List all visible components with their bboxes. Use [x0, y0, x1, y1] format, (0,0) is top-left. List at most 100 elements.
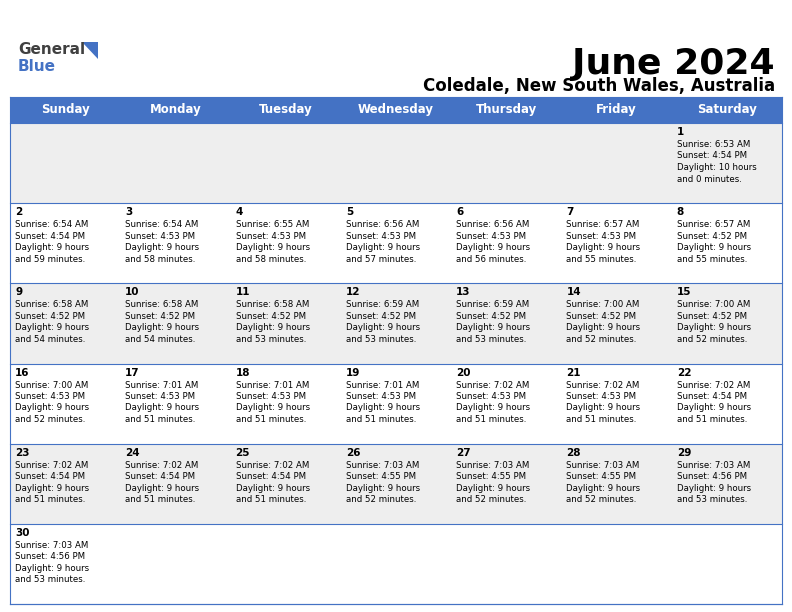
Text: Daylight: 9 hours: Daylight: 9 hours: [125, 323, 200, 332]
Bar: [230, 123, 341, 203]
Text: and 52 minutes.: and 52 minutes.: [676, 335, 747, 344]
Bar: [672, 283, 782, 364]
Text: Daylight: 9 hours: Daylight: 9 hours: [125, 403, 200, 412]
Text: 18: 18: [235, 367, 250, 378]
Text: Sunset: 4:56 PM: Sunset: 4:56 PM: [676, 472, 747, 481]
Text: Daylight: 9 hours: Daylight: 9 hours: [346, 323, 420, 332]
Text: Daylight: 9 hours: Daylight: 9 hours: [346, 483, 420, 493]
Bar: [341, 283, 451, 364]
Text: Coledale, New South Wales, Australia: Coledale, New South Wales, Australia: [423, 77, 775, 95]
Bar: [230, 444, 341, 524]
Bar: [451, 524, 562, 604]
Bar: [562, 444, 672, 524]
Text: 6: 6: [456, 207, 463, 217]
Text: Sunset: 4:54 PM: Sunset: 4:54 PM: [676, 152, 747, 160]
Bar: [10, 283, 120, 364]
Text: Daylight: 9 hours: Daylight: 9 hours: [235, 483, 310, 493]
Text: Sunrise: 7:02 AM: Sunrise: 7:02 AM: [676, 381, 750, 389]
Text: and 55 minutes.: and 55 minutes.: [566, 255, 637, 264]
Text: and 53 minutes.: and 53 minutes.: [456, 335, 527, 344]
Bar: [341, 444, 451, 524]
Text: Daylight: 9 hours: Daylight: 9 hours: [15, 243, 89, 252]
Text: Sunset: 4:52 PM: Sunset: 4:52 PM: [15, 312, 85, 321]
Text: Sunrise: 6:56 AM: Sunrise: 6:56 AM: [346, 220, 419, 229]
Text: Daylight: 9 hours: Daylight: 9 hours: [125, 243, 200, 252]
Bar: [10, 524, 120, 604]
Bar: [451, 364, 562, 444]
Text: Sunrise: 7:01 AM: Sunrise: 7:01 AM: [235, 381, 309, 389]
Bar: [230, 524, 341, 604]
Text: and 52 minutes.: and 52 minutes.: [456, 495, 527, 504]
Text: and 53 minutes.: and 53 minutes.: [676, 495, 747, 504]
Bar: [451, 123, 562, 203]
Text: Sunset: 4:52 PM: Sunset: 4:52 PM: [566, 312, 637, 321]
Text: Daylight: 9 hours: Daylight: 9 hours: [566, 243, 641, 252]
Text: Daylight: 10 hours: Daylight: 10 hours: [676, 163, 756, 172]
Bar: [562, 203, 672, 283]
Text: Sunrise: 6:53 AM: Sunrise: 6:53 AM: [676, 140, 750, 149]
Text: and 56 minutes.: and 56 minutes.: [456, 255, 527, 264]
Text: Sunset: 4:56 PM: Sunset: 4:56 PM: [15, 553, 85, 561]
Text: Sunset: 4:53 PM: Sunset: 4:53 PM: [346, 232, 416, 241]
Text: 27: 27: [456, 447, 470, 458]
Text: Daylight: 9 hours: Daylight: 9 hours: [566, 323, 641, 332]
Text: 12: 12: [346, 287, 360, 297]
Text: Daylight: 9 hours: Daylight: 9 hours: [676, 483, 751, 493]
Text: Daylight: 9 hours: Daylight: 9 hours: [676, 403, 751, 412]
Text: Sunset: 4:52 PM: Sunset: 4:52 PM: [235, 312, 306, 321]
Text: 21: 21: [566, 367, 581, 378]
Text: and 59 minutes.: and 59 minutes.: [15, 255, 86, 264]
Text: 1: 1: [676, 127, 684, 137]
Text: Tuesday: Tuesday: [259, 103, 313, 116]
Bar: [230, 203, 341, 283]
Text: Sunset: 4:55 PM: Sunset: 4:55 PM: [346, 472, 416, 481]
Bar: [10, 123, 120, 203]
Bar: [672, 123, 782, 203]
Text: Daylight: 9 hours: Daylight: 9 hours: [456, 403, 531, 412]
Text: 4: 4: [235, 207, 243, 217]
Text: Sunrise: 6:59 AM: Sunrise: 6:59 AM: [346, 300, 419, 309]
Text: and 53 minutes.: and 53 minutes.: [346, 335, 417, 344]
Text: Sunset: 4:52 PM: Sunset: 4:52 PM: [346, 312, 416, 321]
Text: and 54 minutes.: and 54 minutes.: [15, 335, 86, 344]
Bar: [120, 203, 230, 283]
Text: Daylight: 9 hours: Daylight: 9 hours: [235, 323, 310, 332]
Text: Sunrise: 6:59 AM: Sunrise: 6:59 AM: [456, 300, 529, 309]
Text: 28: 28: [566, 447, 581, 458]
Text: Sunrise: 6:58 AM: Sunrise: 6:58 AM: [15, 300, 89, 309]
Text: 14: 14: [566, 287, 581, 297]
Text: Sunset: 4:52 PM: Sunset: 4:52 PM: [456, 312, 526, 321]
Bar: [562, 123, 672, 203]
Bar: [672, 203, 782, 283]
Text: Daylight: 9 hours: Daylight: 9 hours: [456, 243, 531, 252]
Text: and 52 minutes.: and 52 minutes.: [566, 495, 637, 504]
Bar: [672, 364, 782, 444]
Text: 24: 24: [125, 447, 140, 458]
Text: Sunset: 4:53 PM: Sunset: 4:53 PM: [125, 392, 196, 401]
Text: Sunset: 4:53 PM: Sunset: 4:53 PM: [456, 232, 526, 241]
Text: Daylight: 9 hours: Daylight: 9 hours: [566, 403, 641, 412]
Text: 17: 17: [125, 367, 140, 378]
Text: 10: 10: [125, 287, 139, 297]
Text: 3: 3: [125, 207, 132, 217]
Text: Sunrise: 6:57 AM: Sunrise: 6:57 AM: [676, 220, 750, 229]
Text: 2: 2: [15, 207, 22, 217]
Text: Sunrise: 6:54 AM: Sunrise: 6:54 AM: [15, 220, 89, 229]
Text: Daylight: 9 hours: Daylight: 9 hours: [15, 483, 89, 493]
Text: Sunset: 4:54 PM: Sunset: 4:54 PM: [676, 392, 747, 401]
Text: Sunrise: 7:03 AM: Sunrise: 7:03 AM: [676, 461, 750, 469]
Text: and 53 minutes.: and 53 minutes.: [15, 575, 86, 584]
Text: and 51 minutes.: and 51 minutes.: [15, 495, 86, 504]
Text: and 51 minutes.: and 51 minutes.: [235, 495, 306, 504]
Text: Sunrise: 7:03 AM: Sunrise: 7:03 AM: [346, 461, 419, 469]
Text: Sunrise: 6:56 AM: Sunrise: 6:56 AM: [456, 220, 530, 229]
Text: and 52 minutes.: and 52 minutes.: [346, 495, 417, 504]
Text: and 51 minutes.: and 51 minutes.: [235, 415, 306, 424]
Text: Sunrise: 6:58 AM: Sunrise: 6:58 AM: [235, 300, 309, 309]
Text: Sunrise: 7:02 AM: Sunrise: 7:02 AM: [125, 461, 199, 469]
Text: General: General: [18, 42, 85, 57]
Bar: [341, 123, 451, 203]
Text: 23: 23: [15, 447, 29, 458]
Text: Sunset: 4:54 PM: Sunset: 4:54 PM: [15, 232, 85, 241]
Text: Daylight: 9 hours: Daylight: 9 hours: [15, 323, 89, 332]
